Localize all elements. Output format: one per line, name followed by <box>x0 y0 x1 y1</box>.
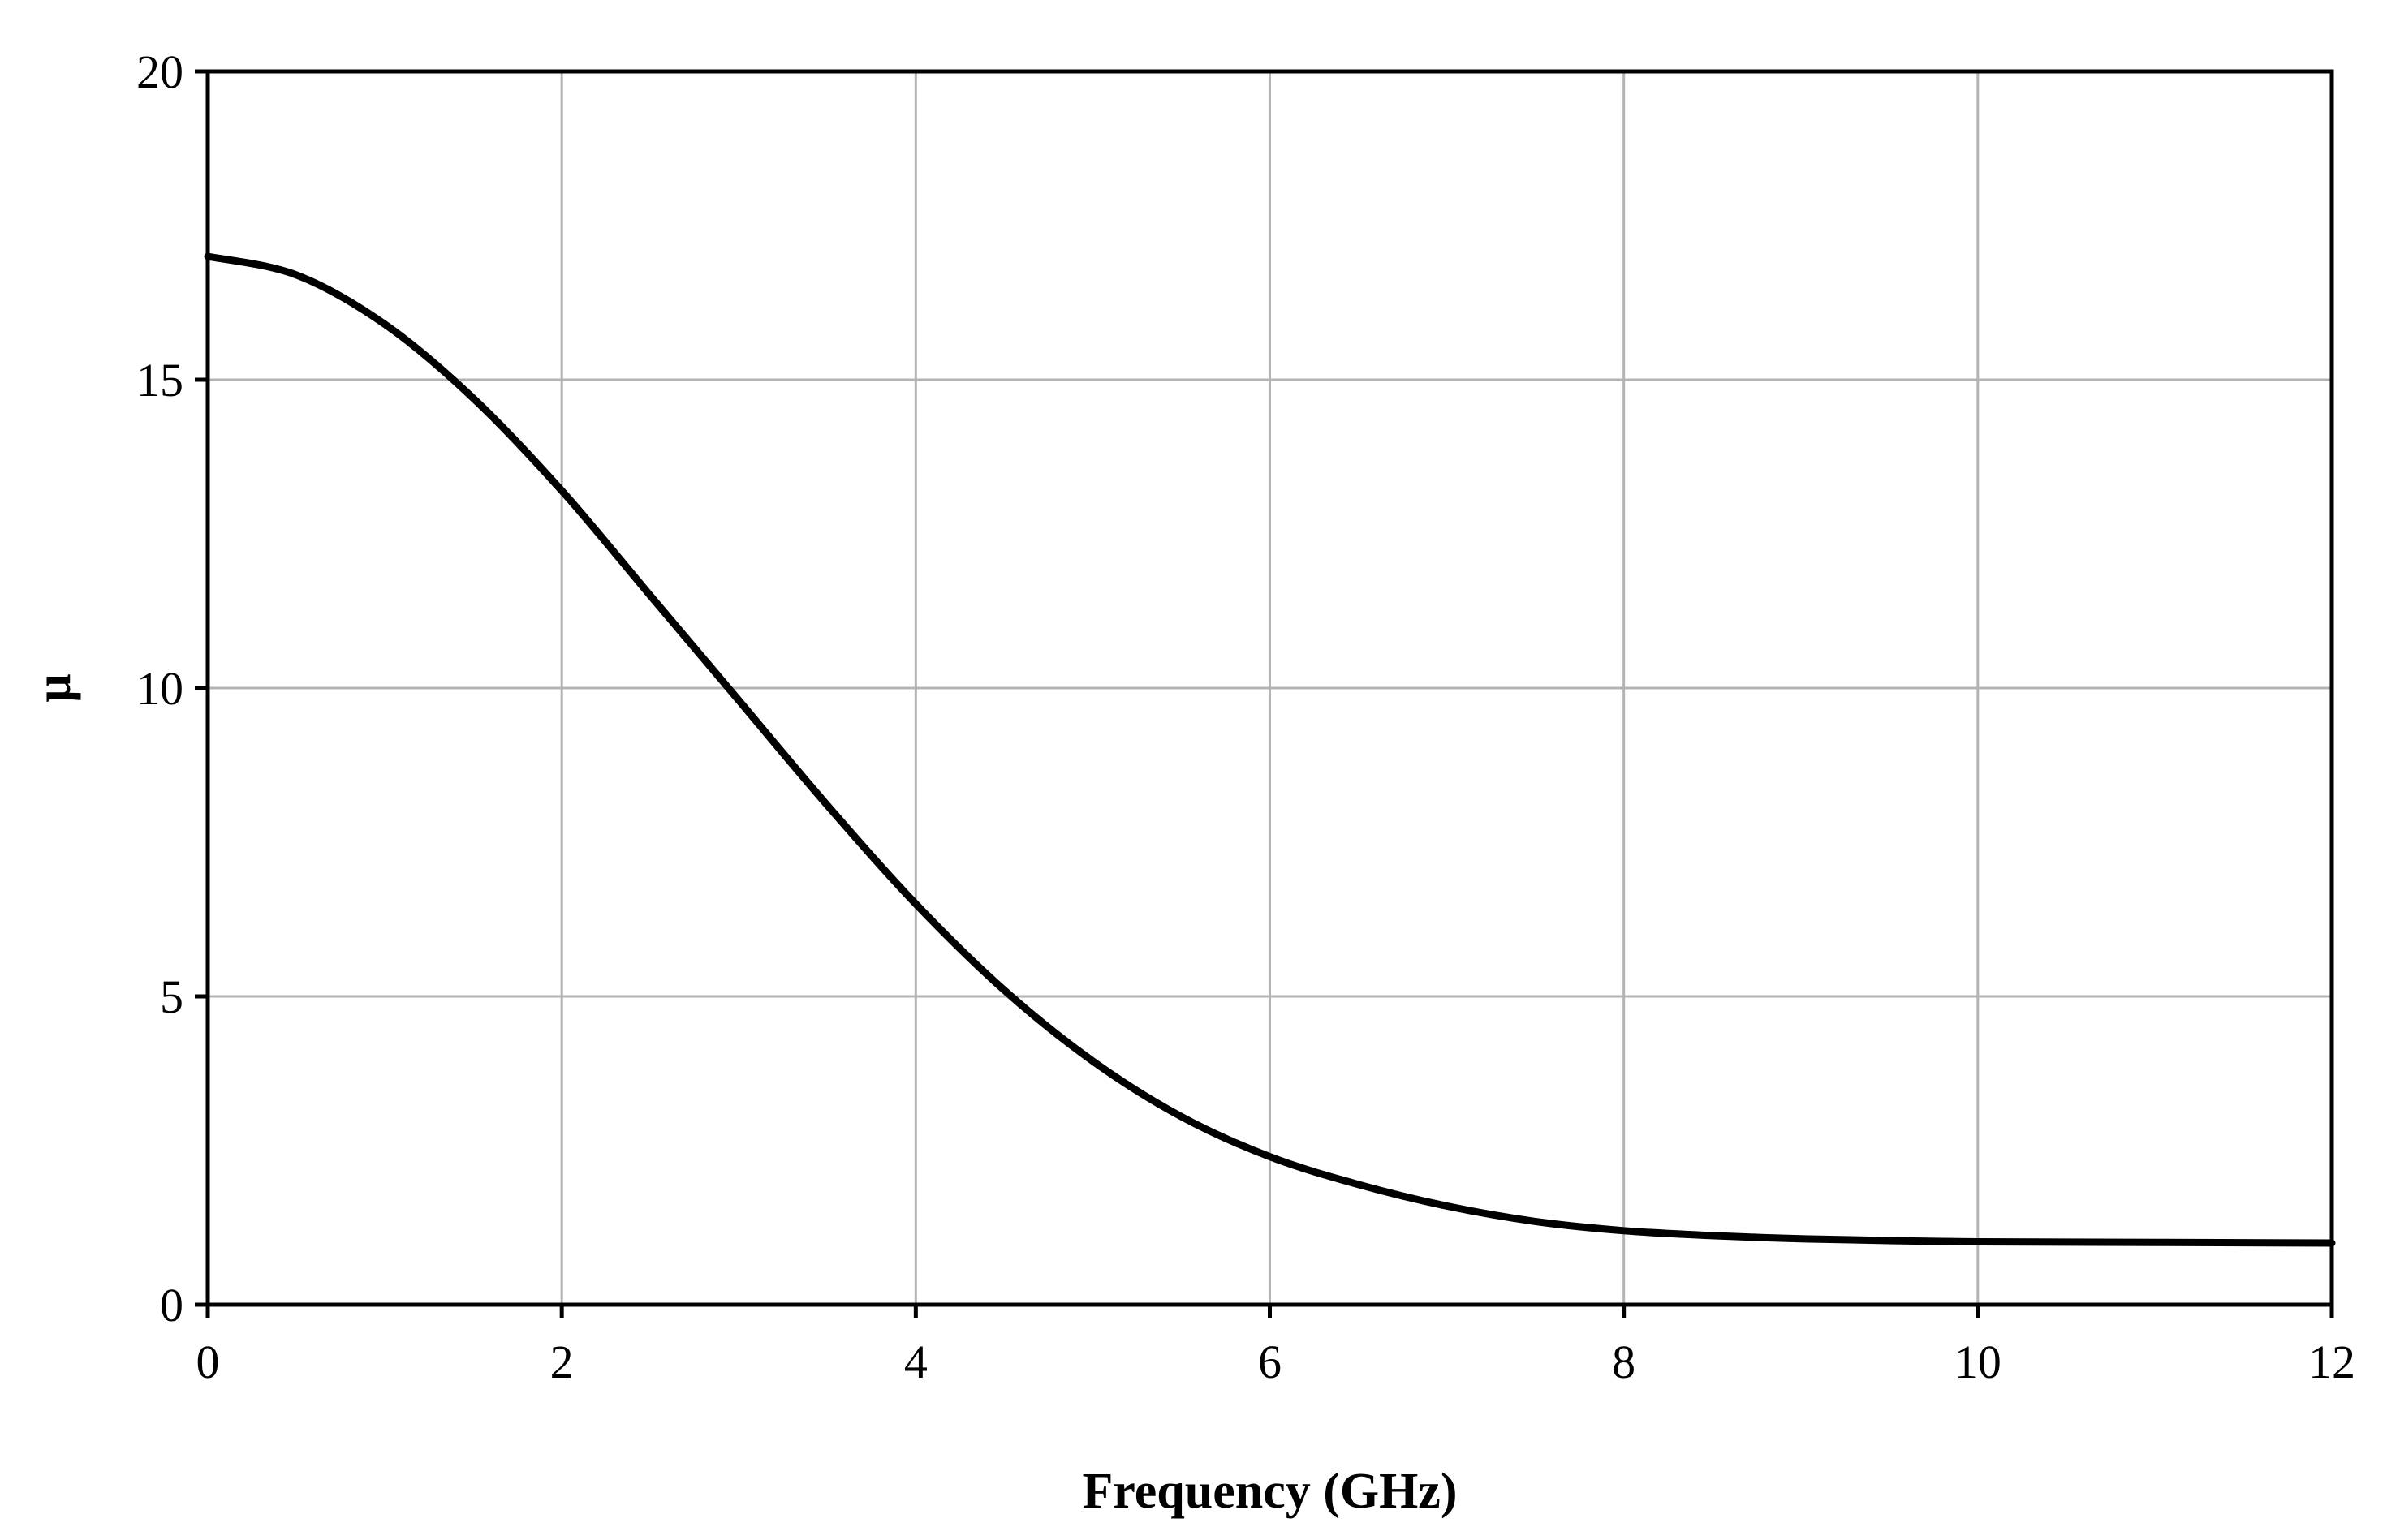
x-tick-labels: 0 2 4 6 8 10 12 <box>196 1336 2356 1388</box>
x-tick-label: 10 <box>1954 1336 2001 1388</box>
x-tick-label: 0 <box>196 1336 220 1388</box>
series-line-mu <box>204 252 2336 1247</box>
series-group <box>204 252 2336 1247</box>
grid <box>208 71 2332 1305</box>
x-tick-label: 12 <box>2308 1336 2355 1388</box>
y-tick-label: 5 <box>160 970 183 1023</box>
y-tick-labels: 0 5 10 15 20 <box>136 45 183 1331</box>
x-axis-label: Frequency (GHz) <box>1082 1464 1457 1519</box>
y-tick-label: 10 <box>136 662 183 715</box>
x-tick-label: 8 <box>1612 1336 1635 1388</box>
y-tick-label: 0 <box>160 1279 183 1331</box>
x-tick-label: 2 <box>550 1336 574 1388</box>
y-axis-label: μ <box>26 673 81 702</box>
x-tick-label: 6 <box>1258 1336 1282 1388</box>
x-tick-label: 4 <box>904 1336 928 1388</box>
tick-marks <box>195 69 2334 1318</box>
y-tick-label: 15 <box>136 354 183 407</box>
y-tick-label: 20 <box>136 45 183 98</box>
